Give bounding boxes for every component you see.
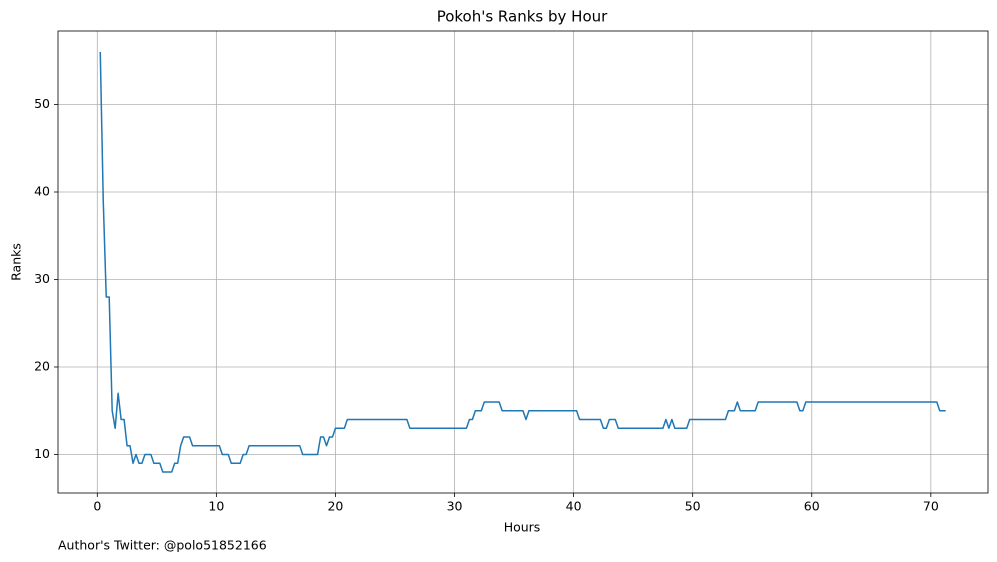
x-tick-label: 70 <box>923 499 939 514</box>
y-axis-label: Ranks <box>9 243 24 281</box>
x-axis-label: Hours <box>504 520 541 535</box>
x-tick-label: 50 <box>685 499 701 514</box>
footer: Author's Twitter: @polo51852166 <box>58 538 267 553</box>
y-tick-label: 50 <box>34 96 50 111</box>
x-tick-label: 30 <box>447 499 463 514</box>
line <box>99 51 946 473</box>
x-tick-label: 40 <box>566 499 582 514</box>
chart-title: Pokoh's Ranks by Hour <box>437 8 608 26</box>
y-tick-label: 40 <box>34 184 50 199</box>
x-tick-label: 60 <box>804 499 820 514</box>
y-tick-label: 20 <box>34 359 50 374</box>
x-tick-label: 10 <box>208 499 224 514</box>
y-tick-label: 30 <box>34 271 50 286</box>
x-tick-label: 0 <box>93 499 101 514</box>
x-tick-label: 20 <box>327 499 343 514</box>
plot-frame <box>57 30 989 494</box>
y-tick-label: 10 <box>34 446 50 461</box>
